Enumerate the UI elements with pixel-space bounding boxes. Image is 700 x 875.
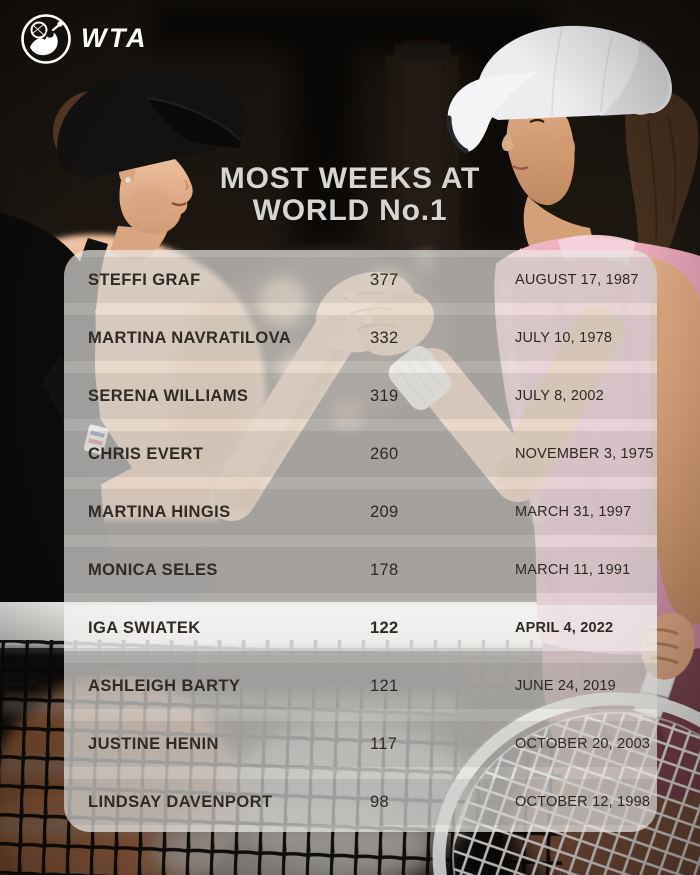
wta-wordmark: WTA (81, 22, 148, 53)
date-value: MARCH 11, 1991 (515, 562, 631, 578)
date-value: OCTOBER 20, 2003 (515, 736, 651, 752)
date-value: AUGUST 17, 1987 (515, 272, 639, 288)
weeks-value: 178 (370, 560, 399, 579)
date-value: JUNE 24, 2019 (515, 678, 616, 694)
date-value: APRIL 4, 2022 (515, 620, 614, 636)
date-value: JULY 8, 2002 (515, 388, 604, 404)
page-title: MOST WEEKS AT WORLD No.1 (0, 163, 700, 227)
weeks-value: 377 (370, 270, 399, 289)
date-value: NOVEMBER 3, 1975 (515, 446, 654, 462)
wta-emblem-icon (21, 14, 71, 64)
table-row: IGA SWIATEK 122 APRIL 4, 2022 (64, 605, 657, 651)
date-value: OCTOBER 12, 1998 (515, 794, 651, 810)
weeks-value: 98 (370, 792, 389, 811)
weeks-value: 209 (370, 502, 399, 521)
weeks-value: 117 (370, 734, 398, 753)
table-row: LINDSAY DAVENPORT 98 OCTOBER 12, 1998 (64, 779, 657, 825)
player-name: CHRIS EVERT (88, 444, 204, 463)
player-name: IGA SWIATEK (88, 618, 201, 637)
player-name: LINDSAY DAVENPORT (88, 792, 273, 811)
title-line1: MOST WEEKS AT (219, 162, 481, 195)
date-value: JULY 10, 1978 (515, 330, 613, 346)
player-name: SERENA WILLIAMS (88, 386, 249, 405)
table-row: ASHLEIGH BARTY 121 JUNE 24, 2019 (64, 663, 657, 709)
player-name: STEFFI GRAF (88, 270, 201, 289)
table-row: STEFFI GRAF 377 AUGUST 17, 1987 (64, 257, 657, 303)
table-row: SERENA WILLIAMS 319 JULY 8, 2002 (64, 373, 657, 419)
table-row: MARTINA HINGIS 209 MARCH 31, 1997 (64, 489, 657, 535)
table-row: CHRIS EVERT 260 NOVEMBER 3, 1975 (64, 431, 657, 477)
player-name: MONICA SELES (88, 560, 218, 579)
weeks-value: 260 (370, 444, 399, 463)
wta-logo: WTA (20, 13, 148, 65)
weeks-value: 332 (370, 328, 399, 347)
weeks-value: 121 (370, 676, 399, 695)
date-value: MARCH 31, 1997 (515, 504, 632, 520)
player-name: JUSTINE HENIN (88, 734, 219, 753)
player-name: MARTINA HINGIS (88, 502, 231, 521)
weeks-value: 122 (370, 618, 399, 637)
table-row: MARTINA NAVRATILOVA 332 JULY 10, 1978 (64, 315, 657, 361)
player-name: MARTINA NAVRATILOVA (88, 328, 292, 347)
stats-panel: STEFFI GRAF 377 AUGUST 17, 1987 MARTINA … (64, 250, 657, 832)
player-name: ASHLEIGH BARTY (88, 676, 241, 695)
weeks-value: 319 (370, 386, 399, 405)
table-row: MONICA SELES 178 MARCH 11, 1991 (64, 547, 657, 593)
title-line2: WORLD No.1 (252, 194, 448, 227)
table-row: JUSTINE HENIN 117 OCTOBER 20, 2003 (64, 721, 657, 767)
